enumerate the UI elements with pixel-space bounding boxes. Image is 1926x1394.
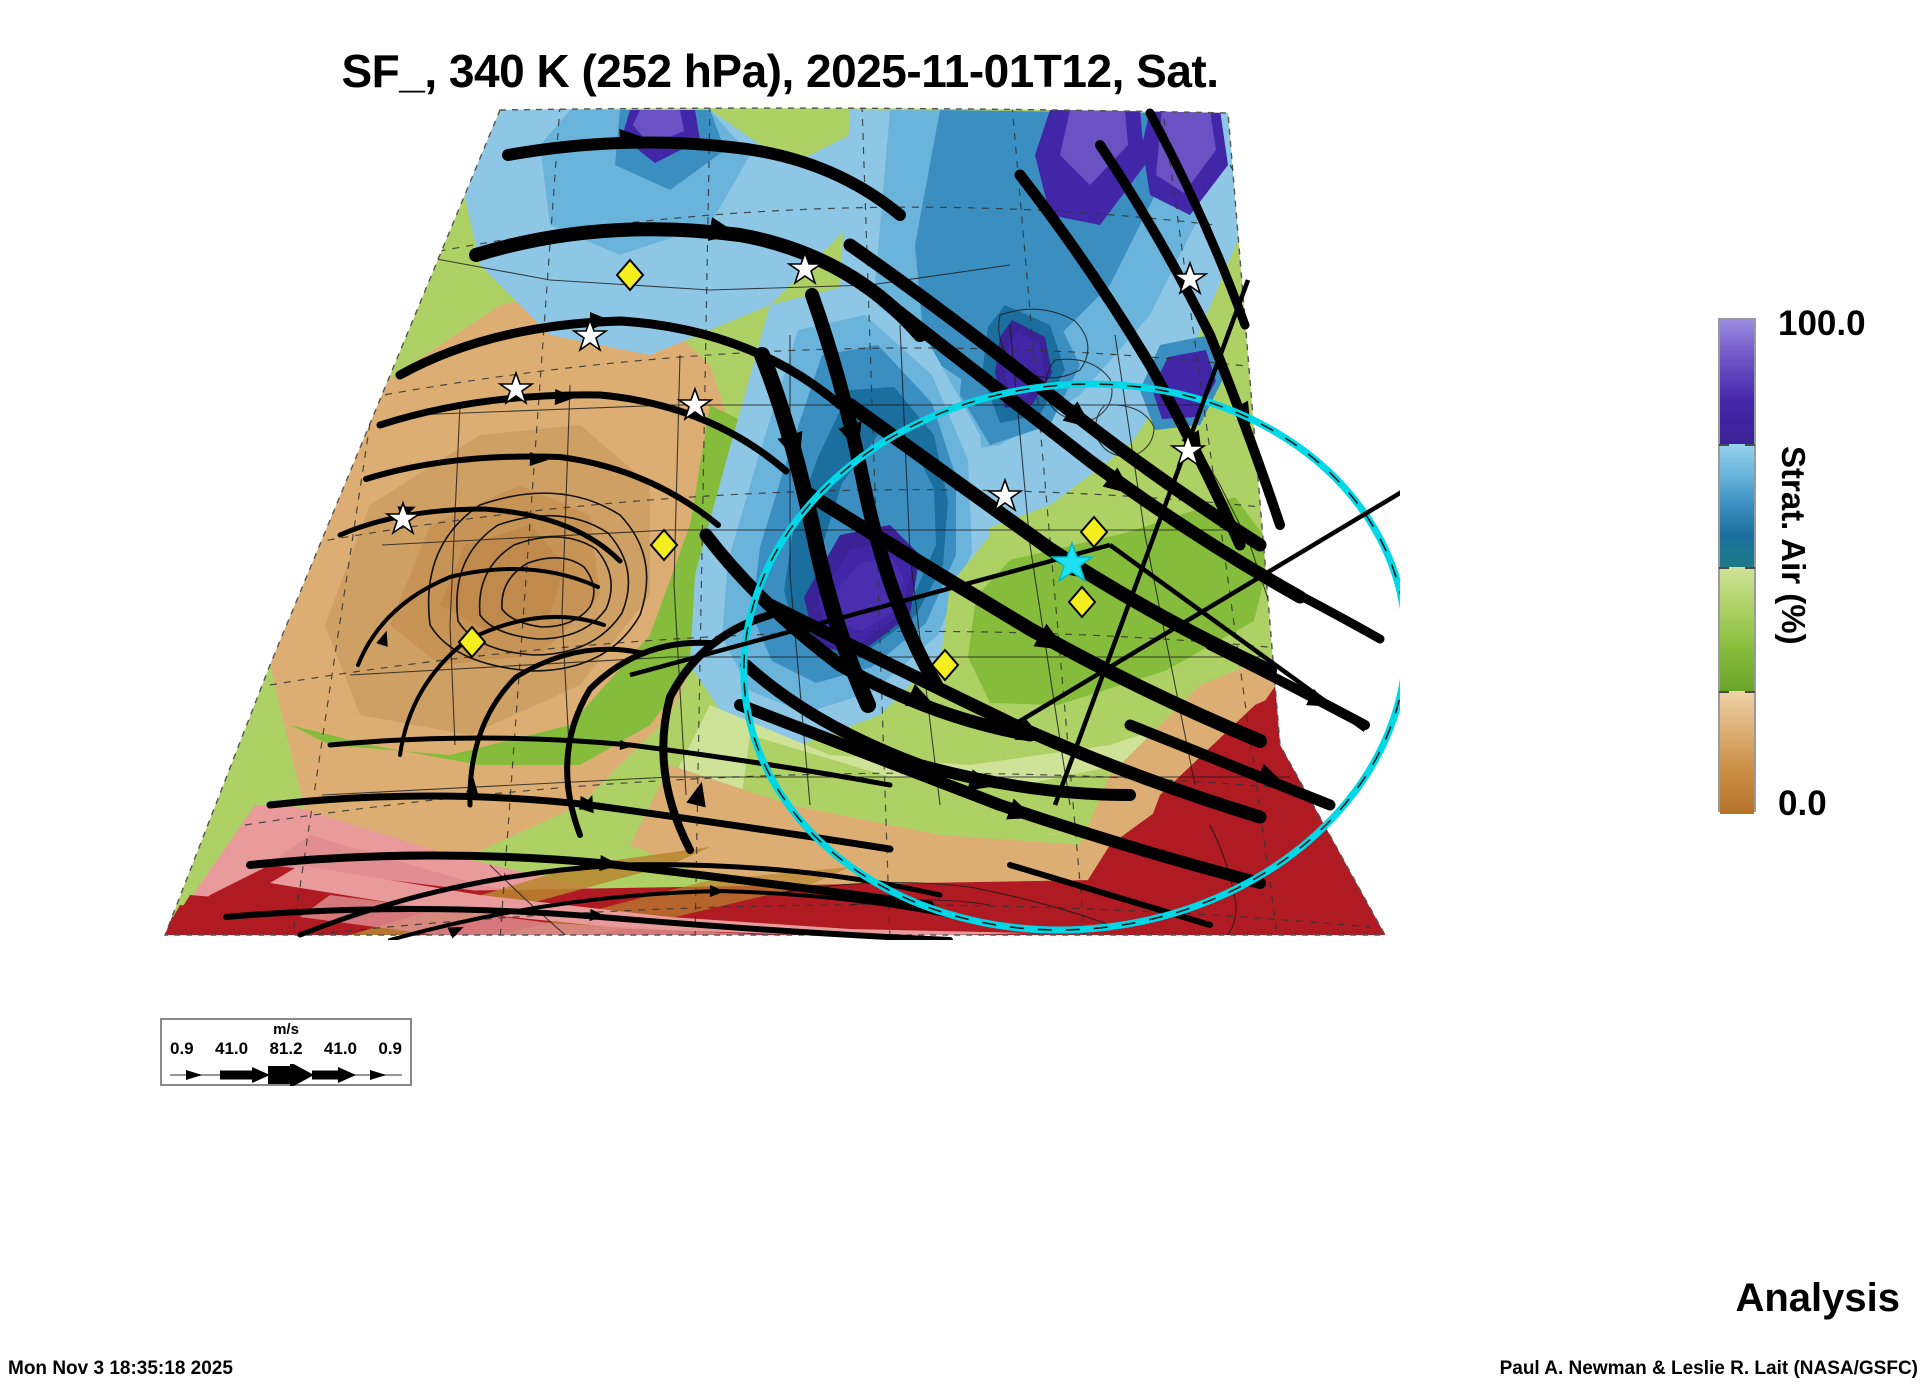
analysis-label: Analysis	[1735, 1276, 1900, 1320]
map-panel[interactable]	[150, 105, 1400, 940]
colorbar[interactable]: 100.0 0.0 Strat. Air (%)	[1718, 304, 1918, 823]
wind-legend-arrows	[162, 1062, 410, 1088]
colorbar-axis-label: Strat. Air (%)	[1775, 446, 1812, 645]
colorbar-gradient[interactable]	[1718, 318, 1756, 814]
wind-legend-value-3: 41.0	[323, 1039, 357, 1058]
colorbar-tick	[1719, 690, 1729, 693]
wind-legend-value-4: 0.9	[378, 1039, 402, 1058]
site-marker-star[interactable]	[384, 250, 1209, 536]
colorbar-tick	[1719, 567, 1729, 569]
colorbar-band-3	[1720, 690, 1754, 814]
colorbar-band-0	[1720, 320, 1754, 444]
colorbar-tick	[1745, 443, 1755, 446]
colorbar-tick	[1745, 690, 1755, 693]
colorbar-band-1	[1720, 443, 1754, 567]
page-title: SF_, 340 K (252 hPa), 2025-11-01T12, Sat…	[341, 45, 1220, 97]
colorbar-min-label: 0.0	[1778, 784, 1827, 823]
flight-circle[interactable]	[712, 347, 1400, 940]
colorbar-tick	[1719, 443, 1729, 446]
base-marker-star[interactable]	[1049, 540, 1095, 583]
marker-layer[interactable]	[384, 250, 1209, 682]
contour-fill-layer	[165, 108, 1385, 936]
colorbar-band-2	[1720, 567, 1754, 691]
author-credit: Paul A. Newman & Leslie R. Lait (NASA/GS…	[1499, 1358, 1918, 1379]
wind-legend-value-1: 41.0	[215, 1039, 249, 1058]
render-timestamp: Mon Nov 3 18:35:18 2025	[8, 1358, 233, 1379]
colorbar-max-label: 100.0	[1778, 304, 1866, 343]
station-marker-diamond[interactable]	[457, 258, 1109, 682]
map-boundary	[163, 107, 1387, 936]
wind-legend-unit: m/s	[273, 1021, 299, 1038]
map-svg[interactable]	[150, 105, 1400, 940]
colorbar-tick	[1745, 567, 1755, 569]
wind-legend-values: 0.9 41.0 81.2 41.0 0.9	[162, 1039, 410, 1059]
streamline-layer	[223, 108, 1385, 940]
wind-legend-value-0: 0.9	[170, 1039, 194, 1058]
flight-track[interactable]	[629, 279, 1400, 806]
wind-speed-legend: m/s 0.9 41.0 81.2 41.0 0.9	[160, 1018, 412, 1088]
wind-legend-value-2: 81.2	[269, 1039, 303, 1058]
